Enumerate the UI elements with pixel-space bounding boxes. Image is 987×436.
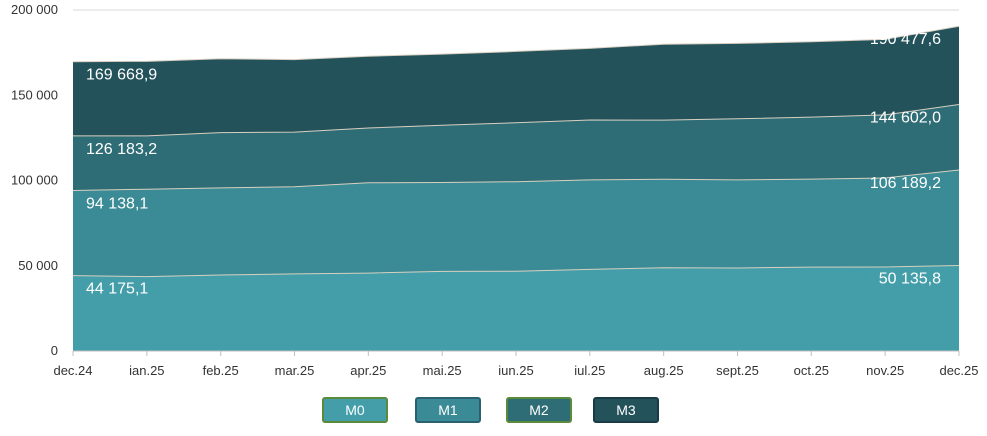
- legend-item-m0: M0: [322, 397, 388, 423]
- y-tick-label: 50 000: [18, 258, 58, 273]
- data-label-m1-first: 94 138,1: [86, 195, 148, 212]
- y-tick-label: 200 000: [11, 2, 58, 17]
- data-label-m0-last: 50 135,8: [879, 271, 941, 288]
- data-label-layer: 44 175,1 50 135,8 94 138,1 106 189,2 126 183…: [86, 31, 941, 297]
- x-tick-label: sept.25: [716, 363, 759, 378]
- data-label-m1-last: 106 189,2: [870, 175, 941, 192]
- data-label-m0-first: 44 175,1: [86, 281, 148, 298]
- x-tick-label: feb.25: [203, 363, 239, 378]
- legend-item-m3: M3: [593, 397, 659, 423]
- x-tick-label: iun.25: [498, 363, 533, 378]
- y-tick-label: 150 000: [11, 87, 58, 102]
- data-label-m2-last: 144 602,0: [870, 109, 941, 126]
- x-tick-label: mar.25: [275, 363, 315, 378]
- x-tick-label: nov.25: [866, 363, 904, 378]
- area-chart: 0 50 000 100 000 150 000 200 000 dec.24 ian.25…: [11, 2, 979, 378]
- x-tick-label: oct.25: [794, 363, 829, 378]
- x-tick-label: ian.25: [129, 363, 164, 378]
- x-tick-label: iul.25: [574, 363, 605, 378]
- area-edge-m1: [72, 169, 960, 191]
- area-edge-m2: [72, 103, 960, 137]
- area-edge-m0: [72, 265, 960, 278]
- data-label-m3-first: 169 668,9: [86, 67, 157, 84]
- y-tick-label: 0: [51, 343, 58, 358]
- legend-item-m1: M1: [415, 397, 481, 423]
- area-layer: [72, 25, 960, 352]
- legend-item-m2: M2: [506, 397, 572, 423]
- legend: M0 M1 M2 M3: [0, 397, 987, 427]
- y-tick-label: 100 000: [11, 173, 58, 188]
- area-m0: [73, 265, 959, 351]
- x-tick-label: apr.25: [350, 363, 386, 378]
- x-tick-label: mai.25: [423, 363, 462, 378]
- area-edge-m3: [72, 25, 960, 63]
- x-tick-label: aug.25: [644, 363, 684, 378]
- data-label-m3-last: 190 477,6: [870, 31, 941, 48]
- x-tick-label: dec.25: [939, 363, 978, 378]
- x-tick-label: dec.24: [53, 363, 92, 378]
- axis-layer: 0 50 000 100 000 150 000 200 000 dec.24 ian.25…: [11, 2, 979, 378]
- data-label-m2-first: 126 183,2: [86, 141, 157, 158]
